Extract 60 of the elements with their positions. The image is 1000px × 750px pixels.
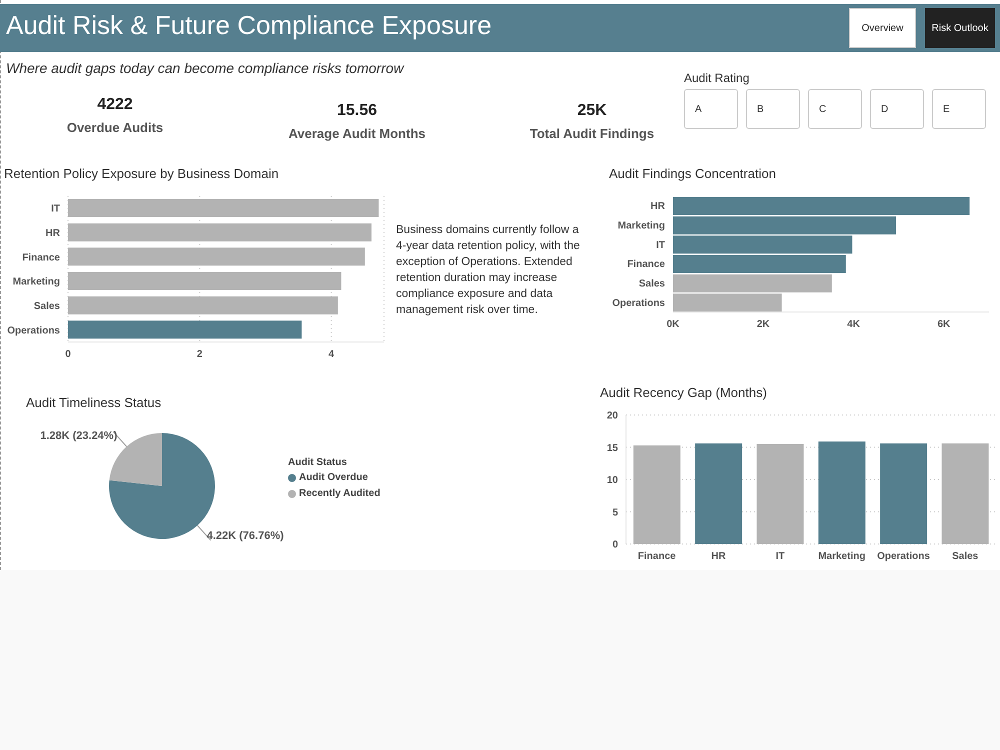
text: Business domains currently follow a 4-year data retention policy, with the exception of Operations. Extended retention duration may increase compliance exposure and data management risk over time. — [396, 223, 581, 318]
y-tick-label: 15 — [606, 442, 618, 454]
rating-option: D — [870, 89, 924, 129]
bar — [68, 223, 372, 242]
x-tick-label: 6K — [937, 319, 952, 330]
data-label: 1.28K (23.24%) — [40, 430, 118, 442]
legend-label: Recently Audited — [298, 488, 380, 499]
y-tick-label: 5 — [612, 507, 618, 518]
chart-title: Retention Policy Exposure by Business Domain — [4, 166, 279, 181]
text: 25K — [576, 102, 608, 120]
y-tick-label: Finance — [22, 252, 60, 264]
text: 4222 — [96, 96, 134, 114]
x-tick-label: 2K — [756, 319, 770, 330]
chart-title: Audit Recency Gap (Months) — [600, 385, 767, 400]
bar — [68, 320, 302, 339]
y-tick-label: 10 — [606, 475, 618, 486]
bar — [68, 199, 379, 217]
y-tick-label: Sales — [638, 278, 666, 290]
y-tick-label: Marketing — [12, 276, 60, 288]
x-tick-label: Operations — [877, 551, 930, 562]
bar — [68, 296, 338, 314]
chart-title: Audit Timeliness Status — [26, 395, 162, 410]
y-tick-label: 0 — [612, 540, 618, 551]
y-tick-label: Sales — [34, 301, 60, 312]
rating-option: E — [932, 89, 986, 129]
bar — [68, 248, 365, 266]
text: 15.56 — [336, 102, 378, 120]
data-label: 4.22K (76.76%) — [206, 530, 284, 542]
bar — [68, 272, 342, 290]
x-tick-label: 4 — [328, 349, 335, 360]
text: Overdue Audits — [66, 120, 164, 135]
y-tick-label: Finance — [627, 259, 666, 270]
rating-option: B — [746, 89, 800, 129]
text: Where audit gaps today can become compliance risks tomorrow — [6, 60, 404, 76]
y-tick-label: HR — [46, 228, 61, 240]
x-tick-label: HR — [711, 551, 726, 562]
x-tick-label: Sales — [952, 551, 979, 562]
y-tick-label: IT — [51, 204, 60, 215]
chart-title: Audit Findings Concentration — [609, 166, 776, 181]
rating-option: A — [684, 89, 738, 129]
x-tick-label: Marketing — [818, 551, 866, 562]
text: Total Audit Findings — [528, 126, 656, 141]
risk-outlook-button: Risk Outlook — [925, 8, 995, 48]
y-tick-label: 20 — [606, 410, 618, 422]
x-tick-label: IT — [776, 551, 785, 562]
x-tick-label: 2 — [196, 349, 203, 360]
text: Audit Risk & Future Compliance Exposure — [6, 10, 492, 41]
legend-title: Audit Status — [288, 457, 348, 468]
x-tick-label: 4K — [847, 319, 861, 330]
y-tick-label: Marketing — [618, 220, 665, 232]
legend-label: Audit Overdue — [298, 472, 369, 483]
x-tick-label: 0K — [666, 319, 680, 330]
y-tick-label: IT — [656, 240, 665, 251]
x-tick-label: 0 — [65, 349, 72, 360]
y-tick-label: HR — [650, 201, 666, 212]
text: Audit Rating — [684, 71, 750, 85]
y-tick-label: Operations — [612, 298, 666, 309]
rating-option: C — [808, 89, 862, 129]
text: Average Audit Months — [288, 126, 426, 141]
overview-button: Overview — [849, 8, 916, 48]
